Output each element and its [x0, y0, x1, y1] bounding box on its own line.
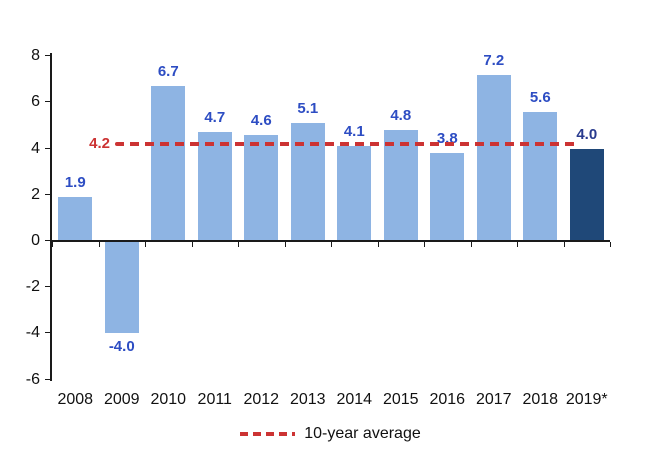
- x-axis-label-2011: 2011: [197, 391, 232, 408]
- bar-value-label: 6.7: [157, 63, 179, 81]
- y-axis-tick: [45, 286, 50, 288]
- bar-2019*: [569, 148, 604, 241]
- bar-value-label: 5.6: [529, 88, 551, 106]
- average-value-label: 4.2: [89, 134, 110, 152]
- bar-2012: [244, 134, 279, 241]
- y-axis-tick-label: 0: [31, 232, 40, 249]
- legend: 10-year average: [0, 425, 661, 443]
- x-axis-label-2016: 2016: [429, 391, 466, 408]
- bar-2018: [523, 111, 558, 241]
- bar-2013: [290, 123, 325, 241]
- x-axis-line: [52, 240, 610, 242]
- y-axis-tick-label: 2: [31, 185, 40, 203]
- x-axis-tick: [470, 242, 472, 247]
- x-axis-label-2013: 2013: [289, 391, 326, 408]
- average-line-legend-swatch: [240, 432, 296, 436]
- average-dashed-line: [115, 141, 578, 146]
- bar-2014: [337, 146, 372, 241]
- x-axis-label-2014: 2014: [336, 391, 373, 408]
- x-axis-label-2008: 2008: [57, 391, 94, 408]
- y-axis-tick-label: -4: [25, 324, 40, 342]
- bar-value-label: 4.0: [576, 125, 598, 143]
- x-axis-label-2009: 2009: [103, 391, 140, 408]
- x-axis-label-2015: 2015: [382, 391, 419, 408]
- y-axis-tick: [45, 378, 50, 380]
- y-axis-tick: [45, 147, 50, 149]
- bar-value-label: 4.6: [250, 111, 272, 129]
- bar-value-label: -4.0: [108, 338, 135, 356]
- x-axis-tick: [238, 242, 239, 247]
- bar-2015: [383, 130, 418, 241]
- y-axis-tick: [45, 240, 50, 241]
- x-axis-tick: [610, 242, 611, 247]
- x-axis-tick: [377, 242, 379, 247]
- y-axis-tick-label: -6: [25, 370, 40, 388]
- x-axis-tick: [145, 242, 146, 247]
- x-axis-tick: [517, 242, 518, 247]
- y-axis-tick-label: -2: [25, 278, 40, 296]
- bar-value-label: 7.2: [483, 51, 505, 69]
- x-axis-label-2012: 2012: [243, 391, 280, 408]
- y-axis-tick: [45, 55, 50, 57]
- bar-value-label: 4.1: [343, 123, 365, 141]
- x-axis-label-2018: 2018: [522, 391, 559, 408]
- x-axis-tick: [424, 242, 425, 247]
- y-axis-line: [50, 53, 52, 381]
- y-axis-tick-label: 4: [31, 139, 40, 157]
- x-axis-tick: [331, 242, 332, 247]
- y-axis-tick: [45, 101, 50, 103]
- y-axis-tick: [45, 193, 50, 195]
- bar-2008: [58, 197, 93, 241]
- bar-2009: [104, 241, 139, 334]
- y-axis-tick-label: 6: [31, 93, 40, 111]
- legend-label: 10-year average: [304, 425, 421, 442]
- bar-value-label: 1.9: [64, 174, 86, 192]
- x-axis-label-2010: 2010: [150, 391, 187, 408]
- x-axis-tick: [98, 242, 100, 247]
- bar-2010: [151, 86, 186, 241]
- x-axis-label-2017: 2017: [475, 391, 512, 408]
- x-axis-label-2019*: 2019*: [565, 391, 608, 408]
- x-axis-tick: [563, 242, 565, 247]
- bar-2016: [430, 153, 465, 241]
- bar-value-label: 4.7: [204, 109, 226, 127]
- bar-value-label: 4.8: [390, 107, 412, 125]
- x-axis-tick: [52, 242, 53, 247]
- bar-value-label: 5.1: [297, 100, 319, 118]
- x-axis-tick: [284, 242, 286, 247]
- y-axis-tick: [45, 332, 50, 334]
- x-axis-tick: [191, 242, 193, 247]
- bar-2011: [197, 132, 232, 241]
- y-axis-tick-label: 8: [31, 47, 40, 65]
- bar-2017: [476, 74, 511, 241]
